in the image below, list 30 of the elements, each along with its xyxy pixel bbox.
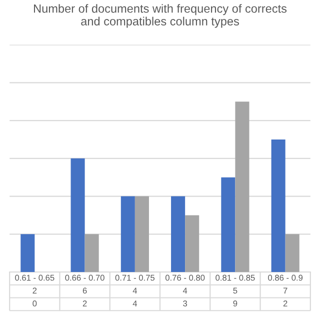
- data-label: 2: [82, 300, 87, 306]
- bar: [84, 234, 99, 272]
- x-tick-label: 0.66 - 0.70: [65, 274, 104, 281]
- bar: [185, 215, 200, 272]
- data-label: 4: [182, 288, 188, 294]
- bar: [70, 158, 85, 272]
- bar: [134, 196, 149, 272]
- data-label: 7: [283, 288, 288, 294]
- x-tick-label: 0.86 - 0.9: [268, 274, 303, 281]
- x-tick-label: 0.61 - 0.65: [15, 274, 54, 281]
- data-label: 4: [132, 300, 138, 306]
- data-label: 4: [132, 288, 138, 294]
- data-label: 2: [32, 288, 37, 294]
- data-label: 6: [82, 288, 87, 294]
- bar: [235, 102, 250, 272]
- bar: [271, 139, 286, 272]
- bar: [285, 234, 300, 272]
- data-label: 0: [32, 300, 37, 306]
- x-tick-label: 0.71 - 0.75: [115, 274, 155, 281]
- data-label: 9: [233, 300, 238, 306]
- bar: [171, 196, 186, 272]
- bar: [221, 177, 236, 272]
- data-label: 3: [183, 300, 188, 306]
- bar: [120, 196, 135, 272]
- bar: [20, 234, 35, 272]
- x-tick-label: 0.76 - 0.80: [165, 274, 205, 281]
- chart-title: Number of documents with frequency of corrects and compatibles column types: [34, 4, 287, 28]
- data-label: 2: [283, 300, 288, 306]
- x-tick-label: 0.81 - 0.85: [216, 274, 255, 281]
- data-label: 5: [233, 288, 238, 294]
